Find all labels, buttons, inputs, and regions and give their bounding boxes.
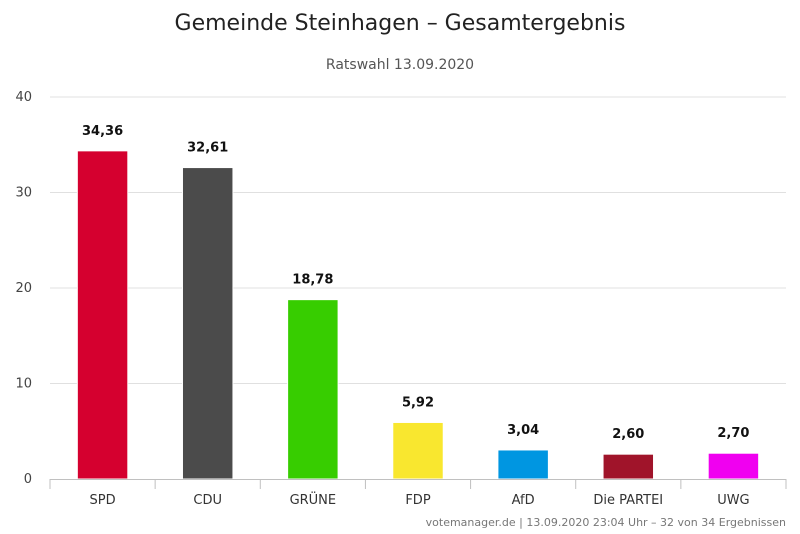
data-label: 18,78	[292, 273, 333, 288]
y-tick-label: 10	[15, 377, 32, 392]
x-tick-label: GRÜNE	[290, 491, 337, 508]
bar-die-partei[interactable]	[602, 453, 655, 480]
y-tick-label: 20	[15, 281, 32, 296]
data-label: 34,36	[82, 124, 123, 139]
chart-title: Gemeinde Steinhagen – Gesamtergebnis	[175, 11, 626, 36]
bar-grüne[interactable]	[287, 299, 339, 480]
y-tick-label: 40	[15, 90, 32, 105]
bar-afd[interactable]	[497, 449, 549, 480]
x-tick-label: UWG	[717, 493, 749, 508]
x-tick-label: SPD	[90, 493, 116, 508]
bar-fdp[interactable]	[392, 421, 444, 480]
chart-subtitle: Ratswahl 13.09.2020	[326, 57, 474, 73]
data-label: 2,60	[612, 427, 644, 442]
bar-spd[interactable]	[76, 150, 129, 480]
x-tick-label: FDP	[405, 493, 430, 508]
data-label: 5,92	[402, 395, 434, 410]
gridlines	[50, 96, 786, 384]
x-tick-label: AfD	[512, 493, 535, 508]
x-tick-label: CDU	[193, 493, 222, 508]
x-axis: SPD CDU GRÜNE FDP AfD Die PARTEI UWG	[49, 479, 787, 508]
credits: votemanager.de | 13.09.2020 23:04 Uhr – …	[426, 516, 786, 529]
bars	[76, 150, 760, 480]
data-label: 32,61	[187, 141, 228, 156]
x-tick-label: Die PARTEI	[593, 493, 663, 508]
y-tick-label: 30	[15, 186, 32, 201]
y-tick-label: 0	[24, 472, 32, 487]
bar-cdu[interactable]	[181, 167, 234, 480]
data-label: 2,70	[717, 426, 749, 441]
data-label: 3,04	[507, 423, 539, 438]
data-labels: 34,36 32,61 18,78 5,92 3,04 2,60 2,70	[82, 124, 749, 442]
y-axis: 0 10 20 30 40	[15, 90, 32, 487]
bar-uwg[interactable]	[707, 452, 760, 480]
